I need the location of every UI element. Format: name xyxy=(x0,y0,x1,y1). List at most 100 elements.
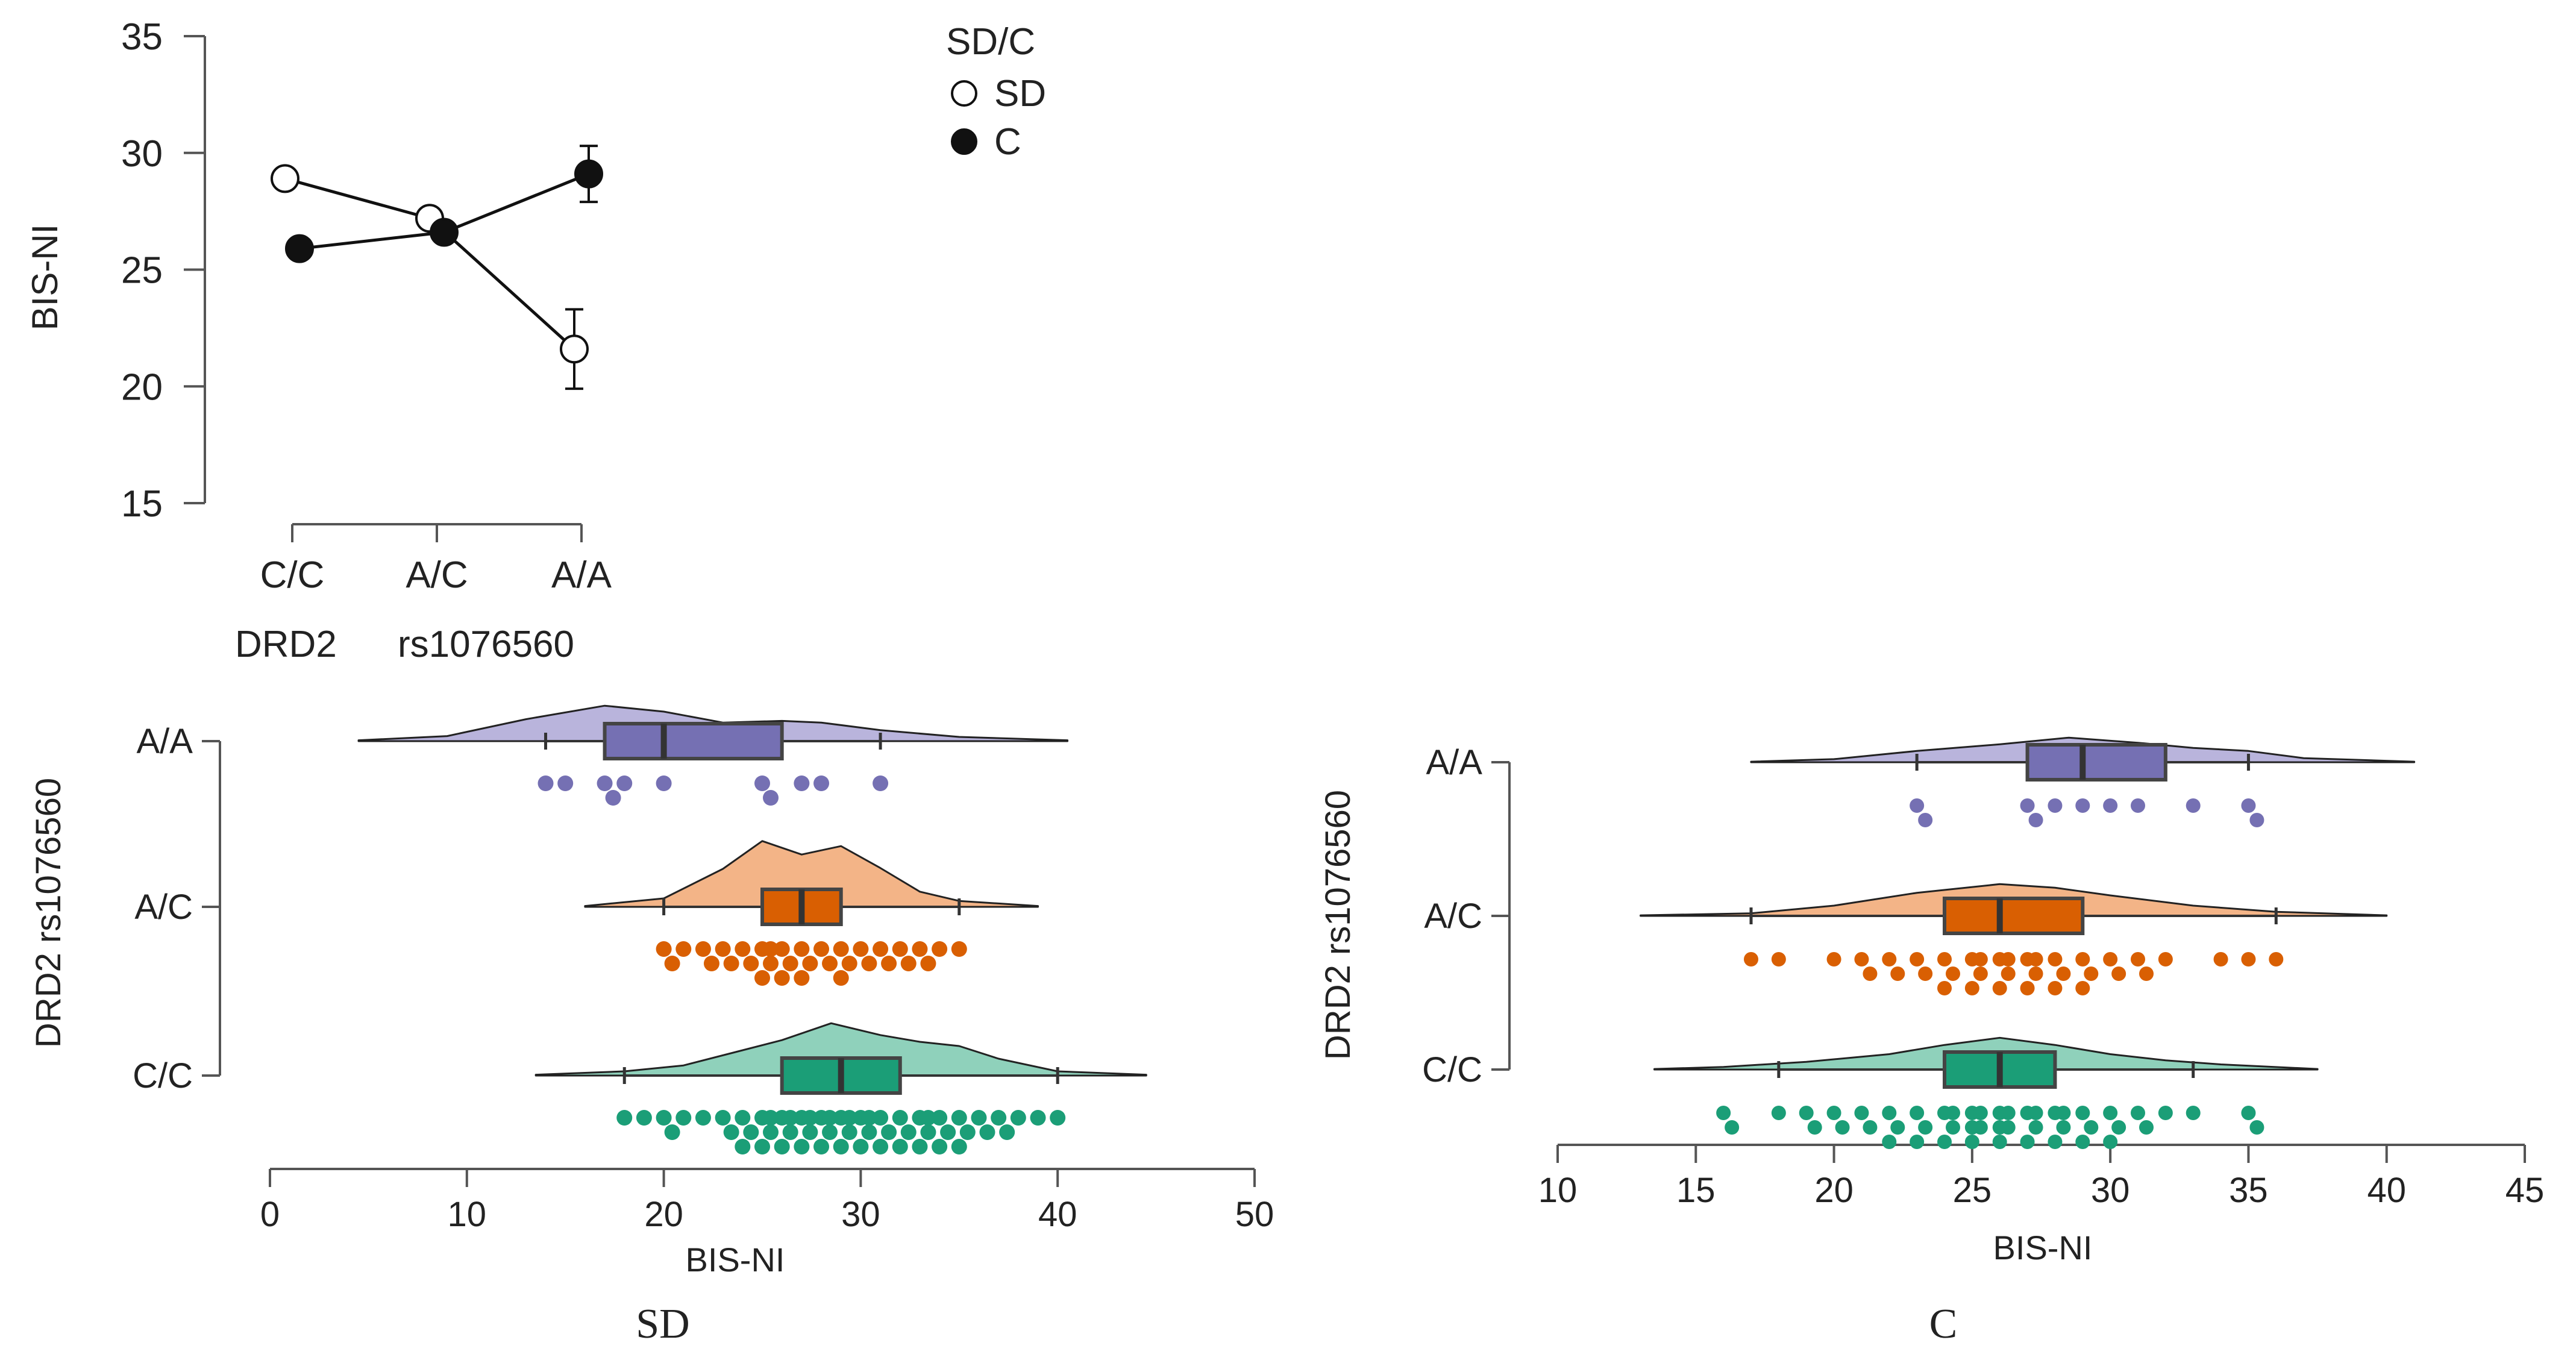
point-a-c xyxy=(861,956,877,971)
point-c-c xyxy=(2186,1106,2201,1120)
point-c-c xyxy=(763,1124,779,1140)
point-a-c xyxy=(1918,966,1933,981)
point-c-c xyxy=(959,1124,976,1140)
interaction-plot: 15 20 25 30 35 C/C A/C A/A BIS-NI DRD2 rs107656… xyxy=(25,16,1046,665)
point-c-c xyxy=(1910,1106,1925,1120)
point-c-c xyxy=(940,1124,956,1140)
point-a-c xyxy=(794,941,810,957)
point-c-c xyxy=(616,1110,633,1126)
point-a-c xyxy=(1744,952,1758,966)
point-a-c xyxy=(920,956,936,971)
point-a-c xyxy=(735,941,751,957)
point-a-c xyxy=(2084,966,2099,981)
raincloud-x-tick-label: 20 xyxy=(1814,1171,1854,1210)
point-a-a xyxy=(813,775,830,791)
point-a-c xyxy=(2075,952,2090,966)
raincloud-x-tick-label: 45 xyxy=(2505,1171,2545,1210)
point-c-c xyxy=(782,1110,798,1126)
point-a-c xyxy=(1910,952,1925,966)
point-a-c xyxy=(715,941,731,957)
point-c-c xyxy=(1946,1120,1960,1135)
point-a-c xyxy=(2103,952,2118,966)
point-c-c xyxy=(951,1139,967,1154)
point-c-c xyxy=(1030,1110,1046,1126)
point-c-c xyxy=(1973,1106,1988,1120)
raincloud-c-title: C xyxy=(1929,1301,1958,1347)
point-a-c xyxy=(675,941,692,957)
point-c-c xyxy=(822,1110,838,1126)
point-c-c xyxy=(2028,1106,2043,1120)
point-a-c xyxy=(2139,966,2154,981)
point-a-c xyxy=(695,941,711,957)
box-a-a xyxy=(2025,743,2167,782)
point-sd xyxy=(271,164,299,193)
point-c-c xyxy=(1946,1106,1960,1120)
point-a-c xyxy=(1992,981,2007,995)
raincloud-sd-xlabel: BIS-NI xyxy=(686,1241,785,1279)
point-a-a xyxy=(597,775,613,791)
point-c-c xyxy=(1854,1106,1869,1120)
point-a-c xyxy=(1973,966,1988,981)
point-a-a xyxy=(754,775,770,791)
point-c-c xyxy=(841,1124,857,1140)
point-a-c xyxy=(881,956,897,971)
point-c-c xyxy=(920,1110,936,1126)
box-a-c xyxy=(1943,897,2085,935)
point-a-c xyxy=(2241,952,2256,966)
point-a-c xyxy=(1890,966,1905,981)
point-sd xyxy=(560,334,589,364)
raincloud-x-tick-label: 40 xyxy=(1038,1195,1077,1234)
interaction-y-tick-label: 25 xyxy=(121,250,163,292)
point-a-a xyxy=(537,775,554,791)
point-a-c xyxy=(2158,952,2173,966)
point-c-c xyxy=(794,1139,810,1154)
point-c-c xyxy=(743,1124,759,1140)
point-a-c xyxy=(1863,966,1878,981)
point-c-c xyxy=(892,1139,908,1154)
point-c-c xyxy=(636,1110,652,1126)
point-c-c xyxy=(2241,1106,2256,1120)
raincloud-x-tick-label: 30 xyxy=(841,1195,880,1234)
point-a-c xyxy=(951,941,967,957)
point-a-c xyxy=(774,941,790,957)
point-a-c xyxy=(900,956,917,971)
raincloud-y-tick-label: C/C xyxy=(1422,1050,1482,1089)
interaction-x-tick-label: A/C xyxy=(406,554,468,596)
point-c-c xyxy=(1964,1135,1979,1149)
point-a-a xyxy=(763,790,779,806)
point-c-c xyxy=(999,1124,1015,1140)
point-c-c xyxy=(763,1110,779,1126)
legend-label-c: C xyxy=(994,121,1021,163)
point-a-a xyxy=(1918,813,1933,827)
raincloud-y-tick-label: C/C xyxy=(133,1056,193,1095)
point-c-c xyxy=(833,1139,849,1154)
point-a-c xyxy=(813,941,830,957)
point-c-c xyxy=(932,1110,948,1126)
raincloud-c-xlabel: BIS-NI xyxy=(1993,1229,2093,1267)
point-a-c xyxy=(2213,952,2228,966)
point-a-c xyxy=(774,970,790,986)
point-a-c xyxy=(2269,952,2284,966)
raincloud-y-tick-label: A/A xyxy=(137,722,193,761)
point-a-a xyxy=(1910,798,1925,813)
point-a-c xyxy=(1964,981,1979,995)
point-c-c xyxy=(2084,1120,2099,1135)
point-c-c xyxy=(1725,1120,1740,1135)
point-a-c xyxy=(763,941,779,957)
point-c-c xyxy=(1799,1106,1814,1120)
point-c-c xyxy=(991,1110,1007,1126)
point-c-c xyxy=(912,1139,928,1154)
point-c-c xyxy=(1937,1135,1952,1149)
point-c-c xyxy=(2111,1120,2126,1135)
interaction-xlabel-snp: rs1076560 xyxy=(398,624,574,665)
point-c-c xyxy=(1992,1120,2007,1135)
raincloud-sd-title: SD xyxy=(636,1301,689,1347)
point-a-a xyxy=(616,775,633,791)
point-c-c xyxy=(1992,1135,2007,1149)
point-c-c xyxy=(920,1124,936,1140)
point-c-c xyxy=(715,1110,731,1126)
point-a-c xyxy=(656,941,672,957)
point-a-a xyxy=(2028,813,2043,827)
point-a-c xyxy=(1771,952,1786,966)
point-c-c xyxy=(2075,1106,2090,1120)
